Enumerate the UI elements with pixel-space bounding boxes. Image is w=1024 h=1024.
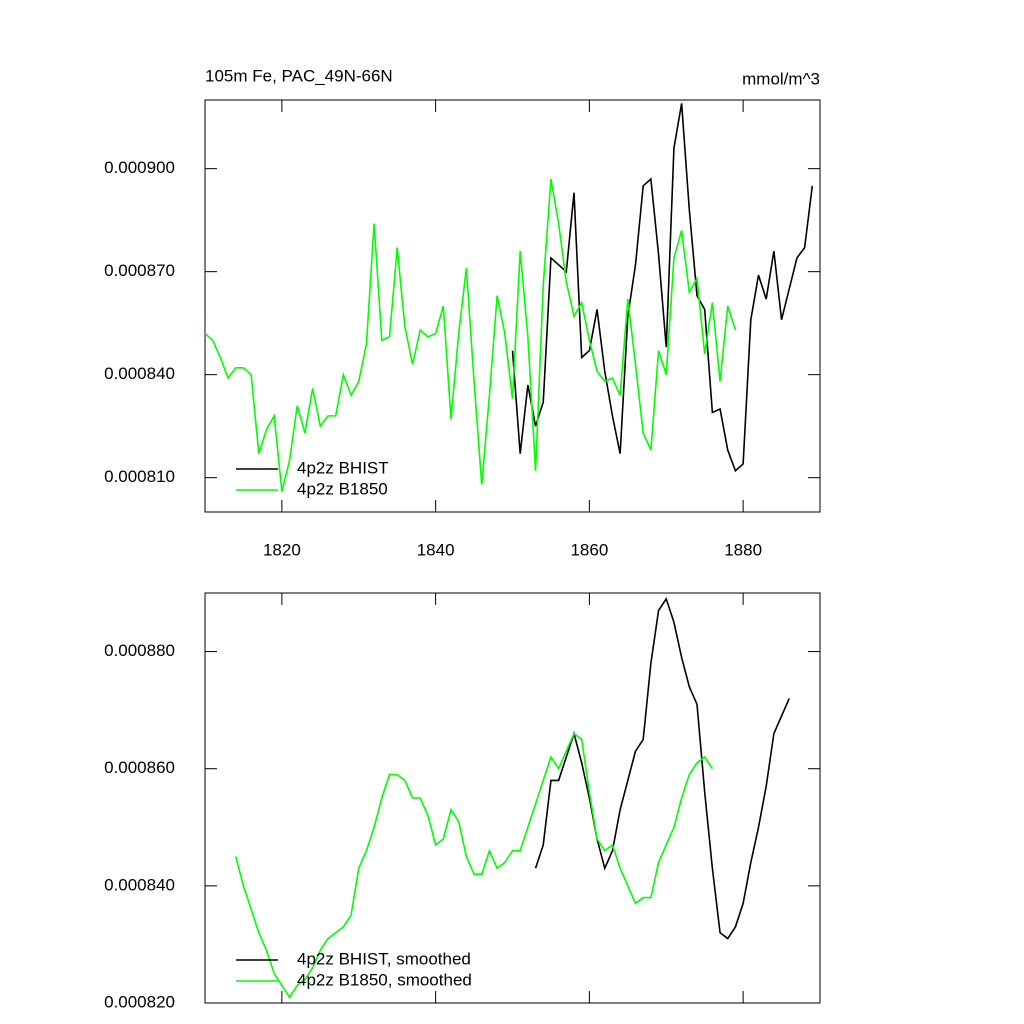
plot-frame	[204, 99, 821, 513]
legend-label: 4p2z B1850, smoothed	[297, 970, 472, 989]
y-tick-label: 0.000840	[104, 364, 175, 383]
series-line	[204, 178, 737, 492]
series-line	[511, 103, 814, 473]
x-tick-label: 1860	[570, 540, 608, 559]
y-tick-label: 0.000900	[104, 158, 175, 177]
series-line	[534, 597, 790, 940]
x-tick-label: 1840	[417, 540, 455, 559]
legend-label: 4p2z BHIST, smoothed	[297, 949, 471, 968]
plot-frame	[204, 592, 821, 1004]
x-tick-label: 1820	[263, 540, 301, 559]
y-tick-label: 0.000860	[104, 758, 175, 777]
x-tick-label: 1880	[724, 540, 762, 559]
legend-label: 4p2z B1850	[297, 479, 388, 498]
y-tick-label: 0.000810	[104, 467, 175, 486]
y-tick-label: 0.000820	[104, 992, 175, 1011]
legend-label: 4p2z BHIST	[297, 458, 389, 477]
series-line	[234, 732, 714, 999]
chart-title: 105m Fe, PAC_49N-66N	[205, 66, 393, 85]
units-label: mmol/m^3	[742, 69, 820, 88]
y-tick-label: 0.000840	[104, 875, 175, 894]
y-tick-label: 0.000870	[104, 261, 175, 280]
y-tick-label: 0.000880	[104, 641, 175, 660]
